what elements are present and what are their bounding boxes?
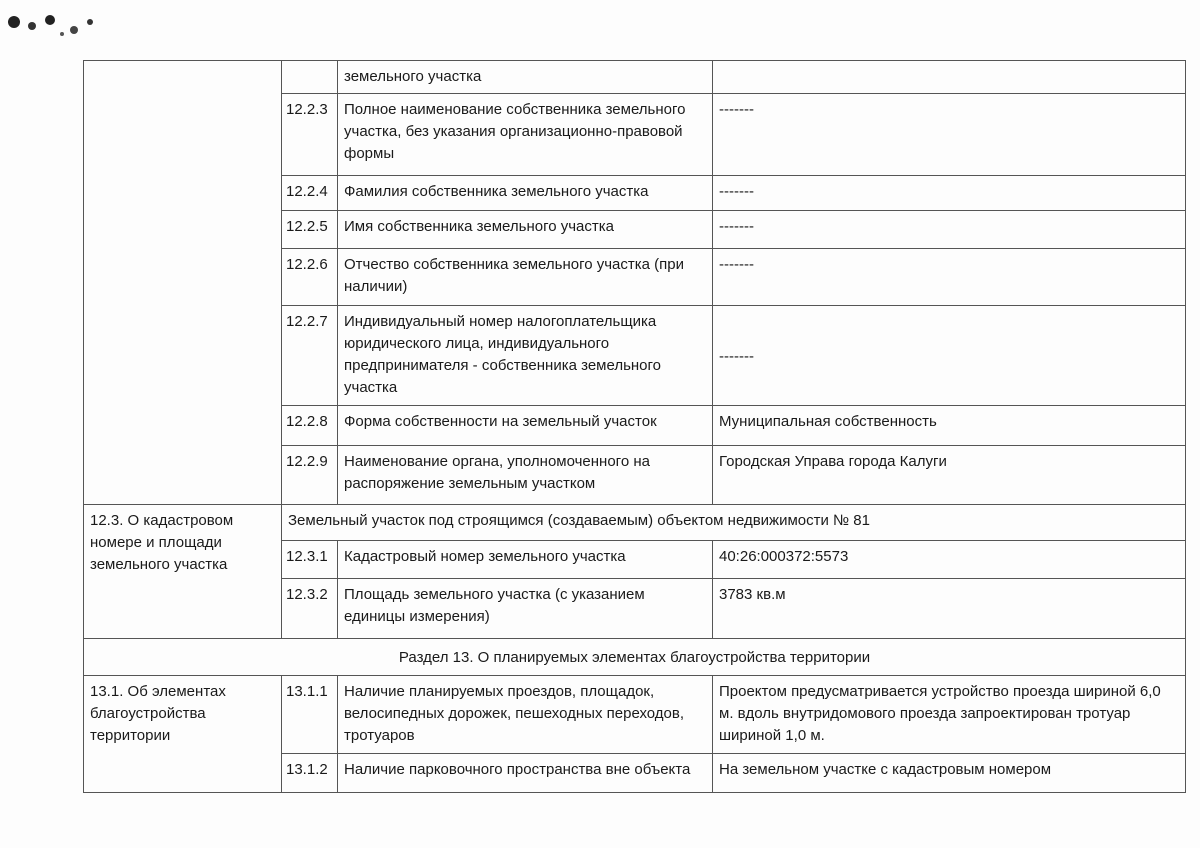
- table-row: 12.2.5 Имя собственника земельного участ…: [84, 210, 1186, 249]
- table-row: 12.2.8 Форма собственности на земельный …: [84, 405, 1186, 446]
- row-desc: Наличие парковочного пространства вне об…: [337, 753, 713, 793]
- row-number: 12.3.2: [281, 578, 338, 639]
- row-desc: Кадастровый номер земельного участка: [337, 540, 713, 579]
- row-number: 12.3.1: [281, 540, 338, 579]
- subsection-title: Земельный участок под строящимся (создав…: [281, 504, 1186, 541]
- row-value: -------: [712, 305, 1186, 406]
- row-value: -------: [712, 210, 1186, 249]
- table-row: Раздел 13. О планируемых элементах благо…: [83, 638, 1186, 676]
- section-cell-empty: [83, 60, 282, 505]
- row-number: 13.1.2: [281, 753, 338, 793]
- row-value: На земельном участке с кадастровым номер…: [712, 753, 1186, 793]
- row-value: [712, 60, 1186, 94]
- table-row: земельного участка: [83, 60, 1186, 505]
- row-desc: Полное наименование собственника земельн…: [337, 93, 713, 176]
- table-row: 12.2.6 Отчество собственника земельного …: [84, 248, 1186, 306]
- row-value: -------: [712, 175, 1186, 211]
- section-title: Раздел 13. О планируемых элементах благо…: [83, 638, 1186, 676]
- row-value: 3783 кв.м: [712, 578, 1186, 639]
- document-table: земельного участка 12.2.3 Полное наимено…: [83, 60, 1186, 793]
- row-number: 12.2.5: [281, 210, 338, 249]
- row-desc: Форма собственности на земельный участок: [337, 405, 713, 446]
- section-heading: 13.1. Об элементах благоустройства терри…: [83, 675, 282, 793]
- row-value: Муниципальная собственность: [712, 405, 1186, 446]
- row-desc: земельного участка: [337, 60, 713, 94]
- table-row: 12.2.3 Полное наименование собственника …: [84, 93, 1186, 176]
- table-row: 12.2.4 Фамилия собственника земельного у…: [84, 175, 1186, 211]
- row-number: 13.1.1: [281, 675, 338, 754]
- ink-smudge: [8, 15, 93, 36]
- row-value: Проектом предусматривается устройство пр…: [712, 675, 1186, 754]
- table-row: 12.3.1 Кадастровый номер земельного учас…: [84, 540, 1186, 579]
- row-desc: Наличие планируемых проездов, площадок, …: [337, 675, 713, 754]
- table-row: 12.3. О кадастровом номере и площади зем…: [83, 504, 1186, 639]
- section-heading: 12.3. О кадастровом номере и площади зем…: [83, 504, 282, 639]
- row-value: -------: [712, 248, 1186, 306]
- row-number: 12.2.3: [281, 93, 338, 176]
- row-desc: Наименование органа, уполномоченного на …: [337, 445, 713, 505]
- row-desc: Отчество собственника земельного участка…: [337, 248, 713, 306]
- row-desc: Индивидуальный номер налогоплательщика ю…: [337, 305, 713, 406]
- row-desc: Фамилия собственника земельного участка: [337, 175, 713, 211]
- row-number: 12.2.8: [281, 405, 338, 446]
- row-number: 12.2.7: [281, 305, 338, 406]
- row-desc: Площадь земельного участка (с указанием …: [337, 578, 713, 639]
- row-number: 12.2.6: [281, 248, 338, 306]
- table-row: 13.1.2 Наличие парковочного пространства…: [84, 753, 1186, 793]
- table-row: 13.1. Об элементах благоустройства терри…: [83, 675, 1186, 793]
- row-number: 12.2.4: [281, 175, 338, 211]
- row-number: 12.2.9: [281, 445, 338, 505]
- row-desc: Имя собственника земельного участка: [337, 210, 713, 249]
- row-value: 40:26:000372:5573: [712, 540, 1186, 579]
- table-row: 12.3.2 Площадь земельного участка (с ука…: [84, 578, 1186, 639]
- row-value: Городская Управа города Калуги: [712, 445, 1186, 505]
- row-value: -------: [712, 93, 1186, 176]
